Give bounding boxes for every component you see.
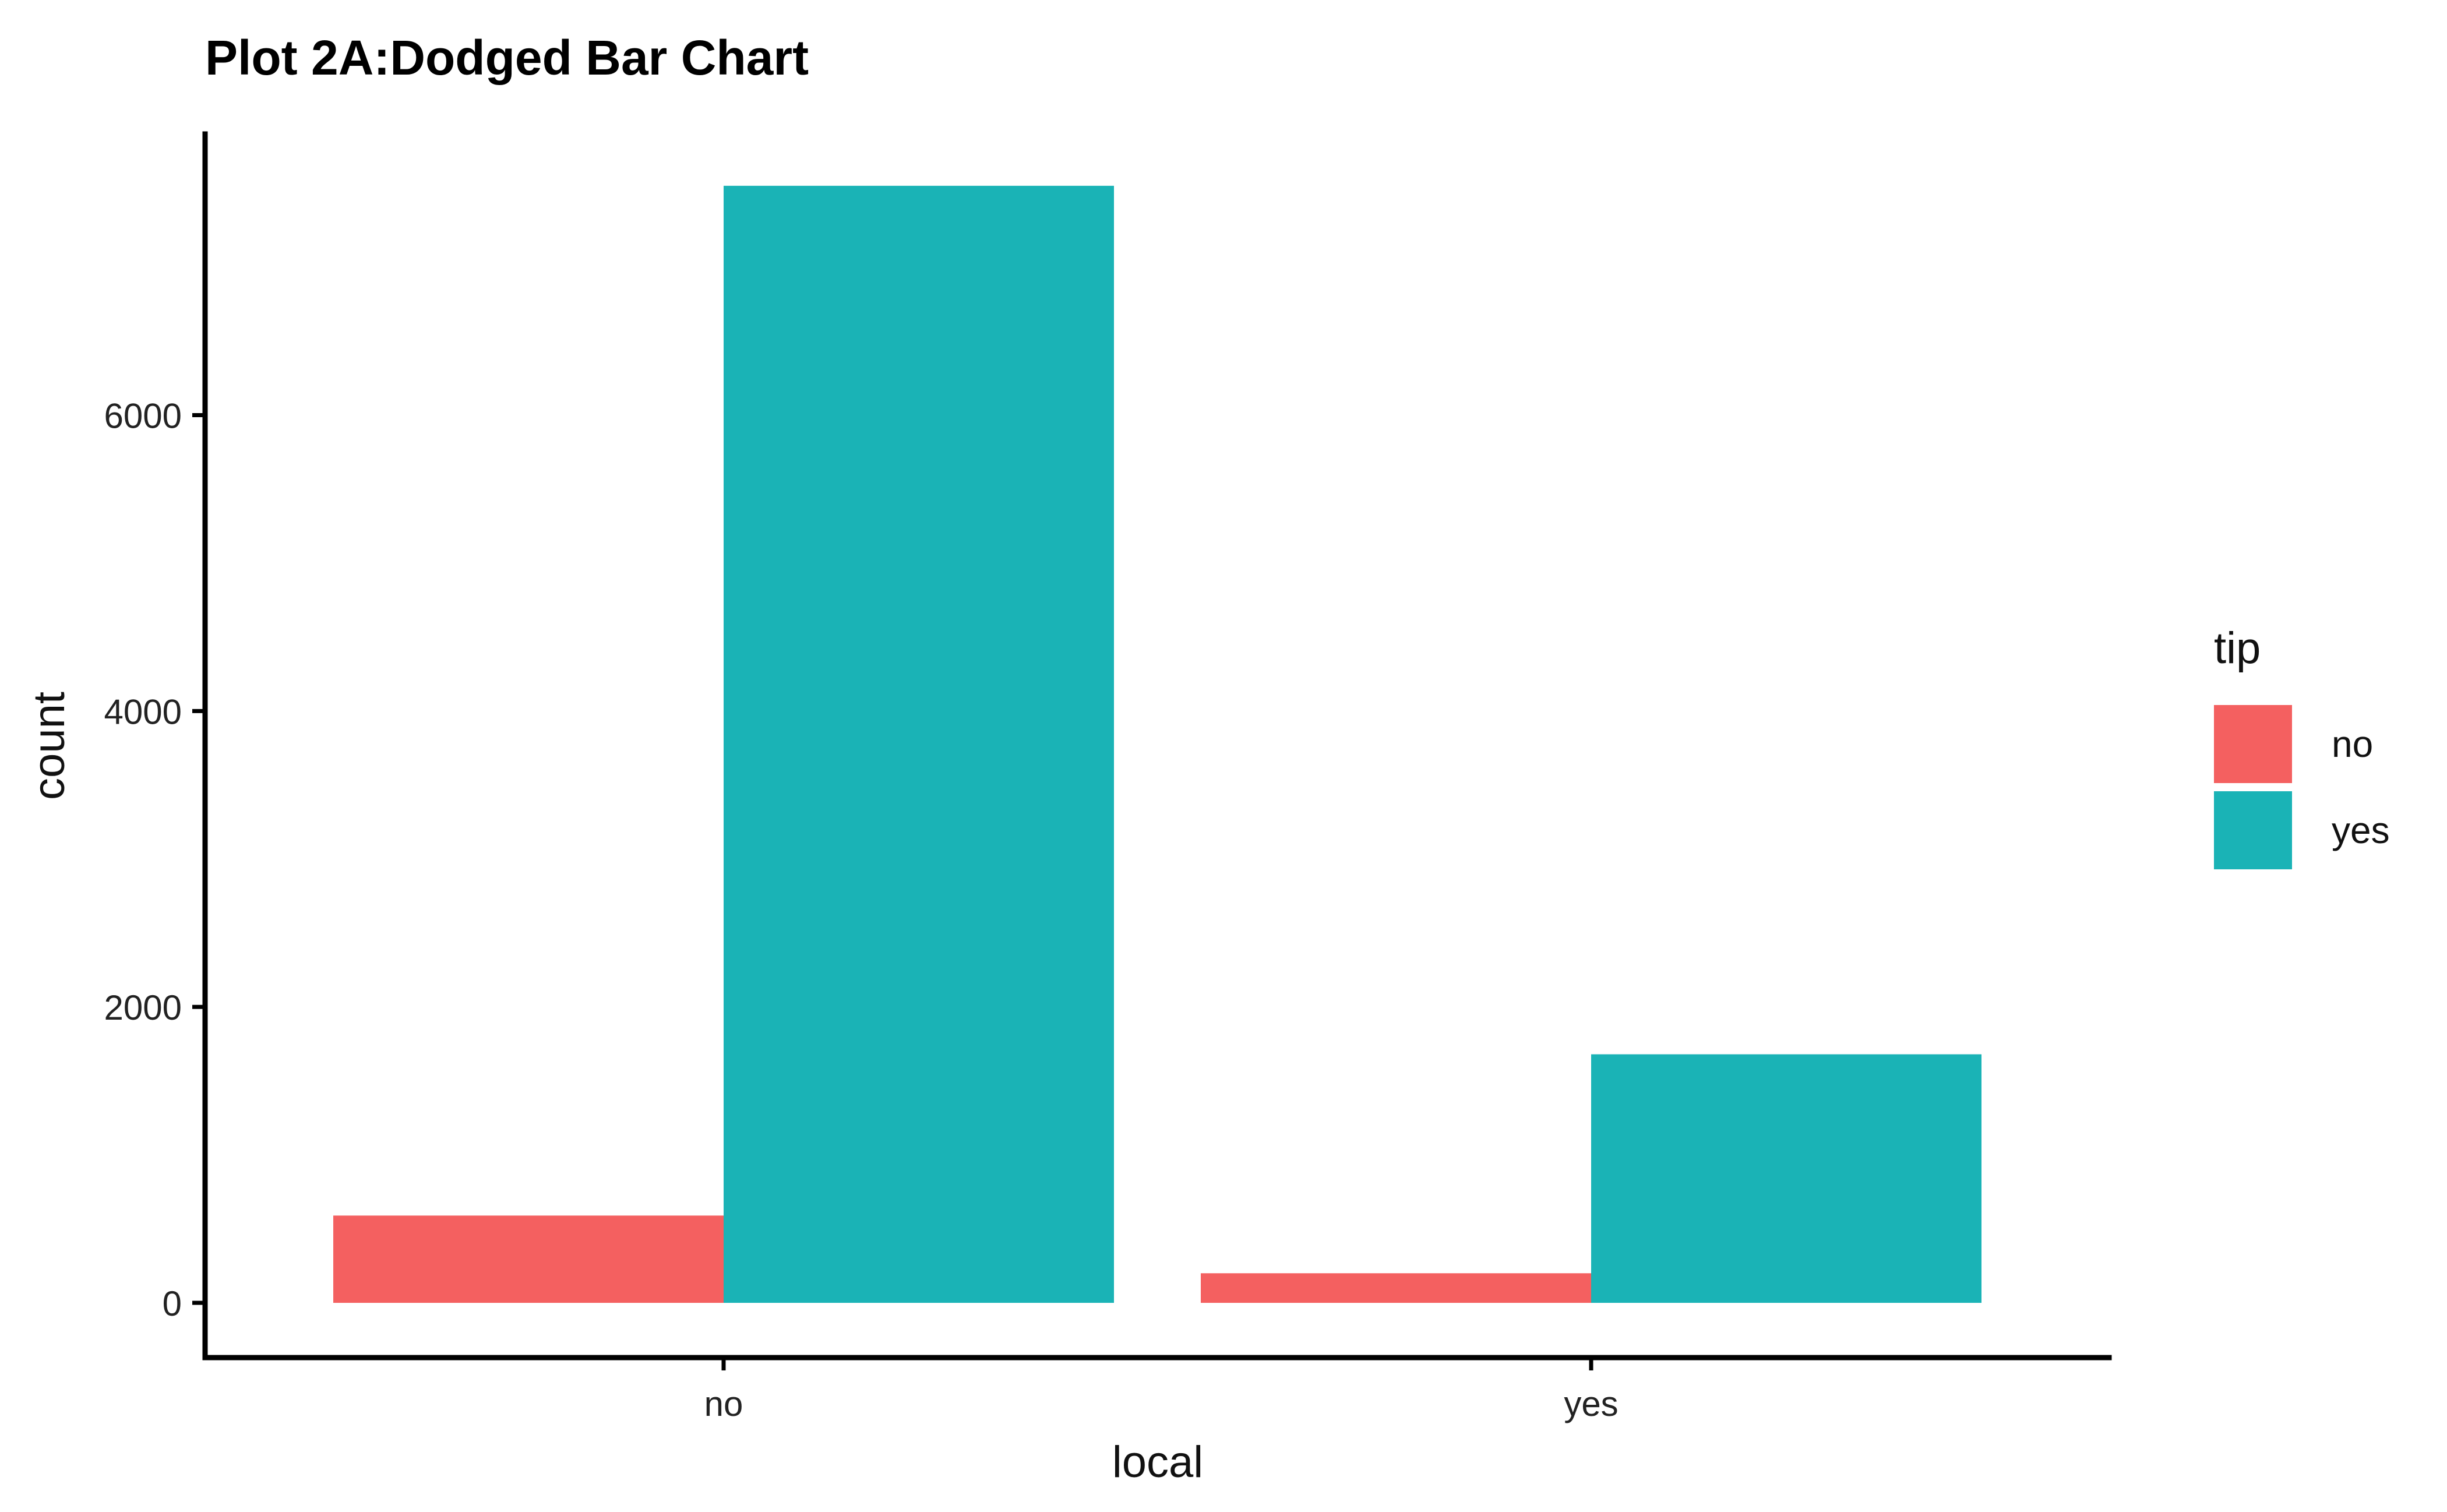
- y-tick-label: 0: [163, 1284, 182, 1323]
- y-tick-label: 6000: [104, 396, 182, 435]
- legend-entries: no yes: [2214, 705, 2390, 869]
- axes-layer: 0 2000 4000 6000 no yes: [104, 131, 2112, 1423]
- legend: tip no yes: [2214, 623, 2390, 869]
- legend-title: tip: [2214, 623, 2261, 673]
- legend-key-yes: [2214, 791, 2292, 869]
- x-tick-label: no: [704, 1384, 743, 1423]
- bars-layer: [333, 185, 1981, 1303]
- chart-title: Plot 2A:Dodged Bar Chart: [205, 30, 809, 85]
- bar-yes-no: [1201, 1273, 1591, 1303]
- legend-key-no: [2214, 705, 2292, 783]
- legend-label-yes: yes: [2332, 809, 2390, 851]
- bar-yes-yes: [1591, 1054, 1981, 1303]
- y-tick-label: 4000: [104, 692, 182, 731]
- bar-no-no: [333, 1215, 724, 1303]
- x-tick-label: yes: [1564, 1384, 1618, 1423]
- y-tick-label: 2000: [104, 988, 182, 1027]
- bar-no-yes: [724, 185, 1114, 1303]
- legend-label-no: no: [2332, 723, 2373, 765]
- x-axis-title: local: [1112, 1437, 1203, 1487]
- y-axis-title: count: [24, 692, 74, 800]
